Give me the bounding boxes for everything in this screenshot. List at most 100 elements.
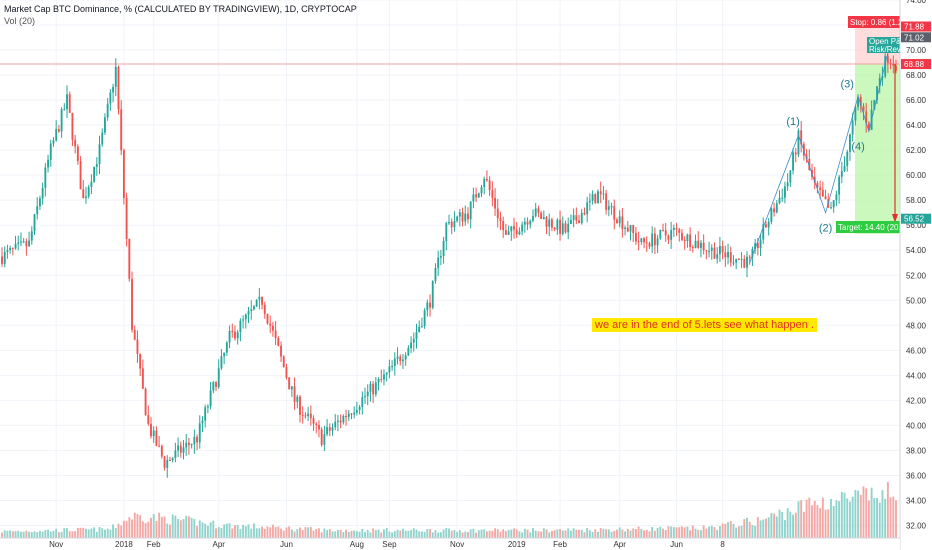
time-axis[interactable]: Nov 2018 Feb Apr Jun Aug Sep Nov 2019 Feb Apr Jun 8 [0,537,900,550]
candle-body [710,247,713,251]
candle-body [220,356,223,369]
volume-bar [299,527,301,538]
candle-body [718,246,721,255]
candle-body [33,214,36,232]
candle-body [526,221,529,225]
volume-bar [873,498,876,538]
volume-bar [277,526,280,538]
candle-body [667,235,670,240]
candle-body [889,63,892,65]
candle-body [613,206,616,220]
volume-bar [830,498,832,538]
annotation-note[interactable]: we are in the end of 5.lets see what hap… [592,318,817,332]
candle-body [778,197,781,204]
candle-body [629,225,632,232]
volume-bar [832,505,835,538]
volume-bar [423,531,426,538]
candle-body [594,194,597,204]
target-badge [836,221,910,233]
candle-body [681,232,683,240]
volume-bar [588,530,591,538]
volume-bar [57,532,60,538]
candle-body [212,382,215,391]
price-tick-label: 42.00 [906,396,927,405]
volume-bar [366,529,369,538]
volume-bar [700,530,702,538]
volume-bar [41,531,44,538]
candle-body [101,132,104,145]
volume-bar [640,528,643,538]
candle-body [569,219,572,224]
candle-body [835,194,838,201]
candle-body [691,247,694,249]
volume-bar [496,529,499,538]
volume-indicator-label[interactable]: Vol (20) [4,16,36,26]
volume-bar [805,499,808,538]
candle-body [480,187,483,194]
candle-body [637,241,640,243]
candle-body [393,358,396,366]
volume-bar [458,530,461,538]
candle-body [418,326,421,333]
volume-bar [613,530,616,538]
candle-body [781,197,784,199]
volume-bar [30,532,33,538]
candle-body [125,197,128,239]
volume-bar [878,502,881,538]
candle-body [564,223,567,233]
volume-bar [480,529,483,538]
volume-bar [410,530,413,538]
volume-bar [364,532,366,538]
candle-body [271,325,274,331]
target-arrow [892,64,898,223]
candle-body [616,219,618,224]
candle-body [171,457,174,461]
candle-body [664,230,667,236]
volume-bar [737,526,740,538]
volume-bar [586,527,589,538]
volume-bar [583,532,586,538]
volume-bar [499,531,502,538]
candle-body [518,231,521,235]
candle-body [824,196,827,200]
candle-body [30,231,33,241]
volume-bar [532,528,534,538]
volume-bar [870,487,873,538]
volume-bar [36,532,39,538]
candle-body [355,410,358,413]
volume-bar [244,526,247,538]
volume-bar [228,523,231,538]
volume-bar [328,529,331,538]
price-axis[interactable]: 32.00 34.00 36.00 38.00 40.00 42.00 44.00 46.00… [899,0,932,550]
volume-bar [9,530,12,538]
volume-bar [25,530,28,538]
volume-bar [158,512,161,538]
candle-body [120,109,123,151]
volume-bar [607,529,610,538]
time-tick-label: Sep [382,540,397,549]
volume-bar [253,523,255,538]
volume-bar [502,529,505,538]
volume-bar [122,520,125,538]
candle-body [727,251,729,258]
volume-bar [399,530,402,538]
candle-body [732,262,735,264]
volume-bar [854,489,857,538]
volume-bar [702,525,705,538]
candle-body [737,258,740,260]
candle-body [762,224,765,240]
wave-label: (2) [819,222,832,234]
risk-reward-label: Risk/Reward [869,45,914,54]
volume-bar [112,524,115,538]
volume-bar [572,528,575,538]
candle-body [68,94,71,113]
candle-body [502,221,505,231]
volume-bar [263,528,266,538]
candle-body [315,423,318,425]
volume-bar [293,531,296,538]
candle-body [98,144,101,165]
volume-bar [746,517,748,538]
volume-bar [802,511,805,538]
candle-body [407,348,410,356]
